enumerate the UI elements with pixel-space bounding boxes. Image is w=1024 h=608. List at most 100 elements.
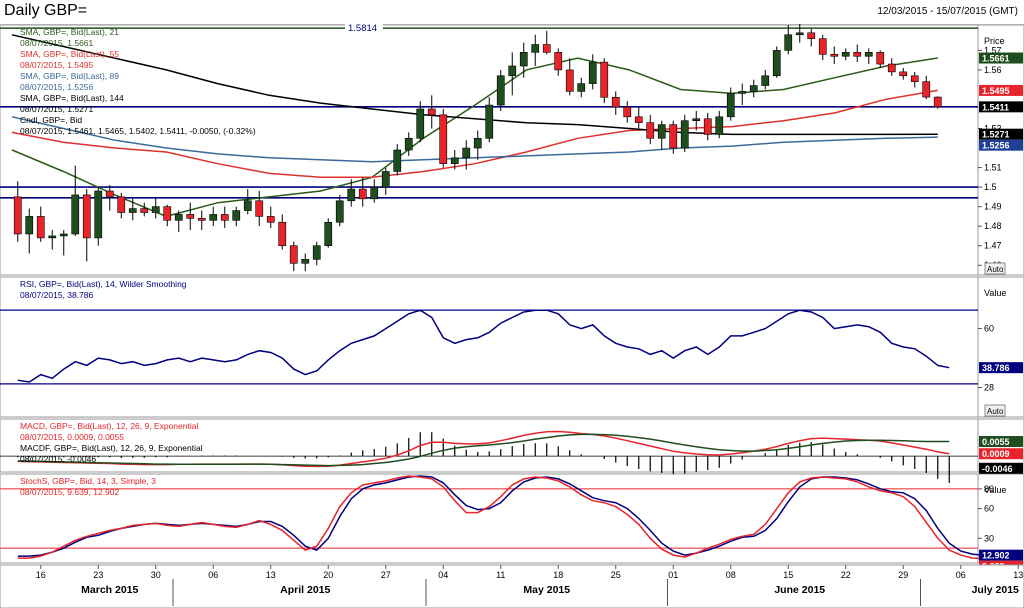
price-legend-line1: SMA, GBP=, Bid(Last), 89: [20, 71, 119, 81]
x-axis-day-label: 13: [266, 570, 276, 580]
candle-body: [715, 116, 724, 135]
stoch-series-line: [17, 475, 984, 560]
date-range: 12/03/2015 - 15/07/2015 (GMT): [877, 6, 1018, 17]
x-axis-day-label: 18: [553, 570, 563, 580]
chart-area: 1.58141.461.471.481.491.51.511.531.561.5…: [0, 24, 1024, 608]
price-series-line: [11, 89, 938, 179]
candle-body: [25, 216, 34, 235]
candle-body: [462, 147, 471, 159]
candle-body: [600, 61, 609, 98]
price-value-tag-label: 1.5271: [982, 130, 1010, 140]
price-legend-line1: SMA, GBP=, Bid(Last), 21: [20, 27, 119, 37]
candle-body: [933, 96, 942, 108]
candle-body: [381, 171, 390, 188]
candle-body: [508, 65, 517, 77]
price-legend-line2: 08/07/2015, 1.5256: [20, 82, 94, 92]
candle-body: [876, 52, 885, 65]
candle-body: [301, 259, 310, 264]
candle-body: [151, 206, 160, 213]
price-legend-line2: 08/07/2015, 1.5271: [20, 104, 94, 114]
price-value-tag-label: 1.5256: [982, 141, 1010, 151]
macd-value-tag-label: 0.0055: [982, 437, 1010, 447]
candle-body: [220, 214, 229, 221]
stoch-ytick-label: 30: [984, 533, 994, 543]
candle-body: [94, 190, 103, 239]
price-legend-line2: 08/07/2015, 1.5461, 1.5465, 1.5402, 1.54…: [20, 126, 256, 136]
price-value-tag: [979, 128, 1023, 140]
price-legend-line2: 08/07/2015, 1.5495: [20, 60, 94, 70]
x-axis-day-label: 20: [323, 570, 333, 580]
x-axis-month-label: April 2015: [280, 584, 330, 596]
x-axis-day-label: 16: [36, 570, 46, 580]
candle-body: [358, 188, 367, 200]
candle-body: [496, 75, 505, 106]
candle-body: [853, 52, 862, 57]
rsi-ytick-label: 60: [984, 324, 994, 334]
macd-value-tag-label: 0.0009: [982, 449, 1010, 459]
price-legend-line2: 08/07/2015, 1.5661: [20, 38, 94, 48]
candle-body: [531, 44, 540, 53]
candle-body: [807, 32, 816, 39]
candle-body: [519, 52, 528, 67]
candle-body: [749, 85, 758, 92]
candle-body: [910, 75, 919, 82]
price-series-line: [11, 34, 938, 136]
macd-value-tag-label: -0.0046: [982, 464, 1013, 474]
candle-body: [669, 124, 678, 149]
candle-body: [611, 96, 620, 108]
rsi-series-line: [17, 309, 950, 383]
candle-body: [450, 157, 459, 164]
candle-body: [830, 53, 839, 57]
x-axis-day-label: 13: [1013, 570, 1023, 580]
candle-body: [841, 52, 850, 57]
candle-body: [59, 233, 68, 237]
x-axis-day-label: 04: [438, 570, 448, 580]
stoch-ytick-label: 60: [984, 504, 994, 514]
price-legend-line1: Cndl, GBP=, Bid: [20, 115, 82, 125]
price-value-tag: [979, 101, 1023, 113]
candle-body: [370, 186, 379, 200]
x-axis-month-label: June 2015: [774, 584, 825, 596]
price-value-tag-label: 1.5495: [982, 86, 1010, 96]
stoch-legend-line1: StochS, GBP=, Bid, 14, 3, Simple, 3: [20, 476, 156, 486]
price-ytick-label: 1.57: [984, 45, 1002, 55]
candle-body: [209, 214, 218, 221]
stoch-value-tag-label: 12.902: [982, 551, 1010, 561]
price-value-tag-label: 1.5661: [982, 54, 1010, 64]
stoch-scale-label: Value: [984, 485, 1006, 495]
candle-body: [692, 118, 701, 122]
price-ytick-label: 1.47: [984, 241, 1002, 251]
price-scale-label: Price: [984, 36, 1005, 46]
rsi-scale-label: Value: [984, 288, 1006, 298]
price-ytick-label: 1.56: [984, 65, 1002, 75]
candle-body: [864, 52, 873, 57]
x-axis-day-label: 29: [898, 570, 908, 580]
candle-body: [278, 221, 287, 247]
price-value-tag-label: 1.5411: [982, 102, 1009, 112]
price-value-tag: [979, 52, 1023, 64]
title-bar: Daily GBP= 12/03/2015 - 15/07/2015 (GMT): [0, 0, 1024, 25]
stoch-legend-line2: 08/07/2015, 9.639, 12.902: [20, 487, 120, 497]
rsi-value-tag: [979, 362, 1023, 374]
candle-body: [197, 218, 206, 221]
candle-body: [48, 235, 57, 239]
rsi-panel-frame: [0, 276, 1024, 418]
price-ytick-label: 1.5: [984, 182, 997, 192]
candle-body: [542, 44, 551, 53]
x-axis-day-label: 25: [611, 570, 621, 580]
candle-body: [565, 69, 574, 92]
candle-body: [255, 200, 264, 217]
price-ytick-label: 1.48: [984, 221, 1002, 231]
macd-value-tag: [979, 436, 1023, 448]
rsi-legend-line2: 08/07/2015, 38.786: [20, 290, 94, 300]
candle-body: [186, 214, 195, 219]
rsi-auto-label: Auto: [987, 407, 1004, 416]
candle-body: [922, 81, 931, 98]
candle-body: [13, 196, 22, 235]
x-axis-month-label: May 2015: [523, 584, 570, 596]
macd-series-line: [17, 433, 950, 467]
macd-panel-frame: [0, 418, 1024, 473]
stoch-value-tag: [979, 549, 1023, 561]
candle-body: [485, 104, 494, 139]
candle-body: [887, 63, 896, 73]
